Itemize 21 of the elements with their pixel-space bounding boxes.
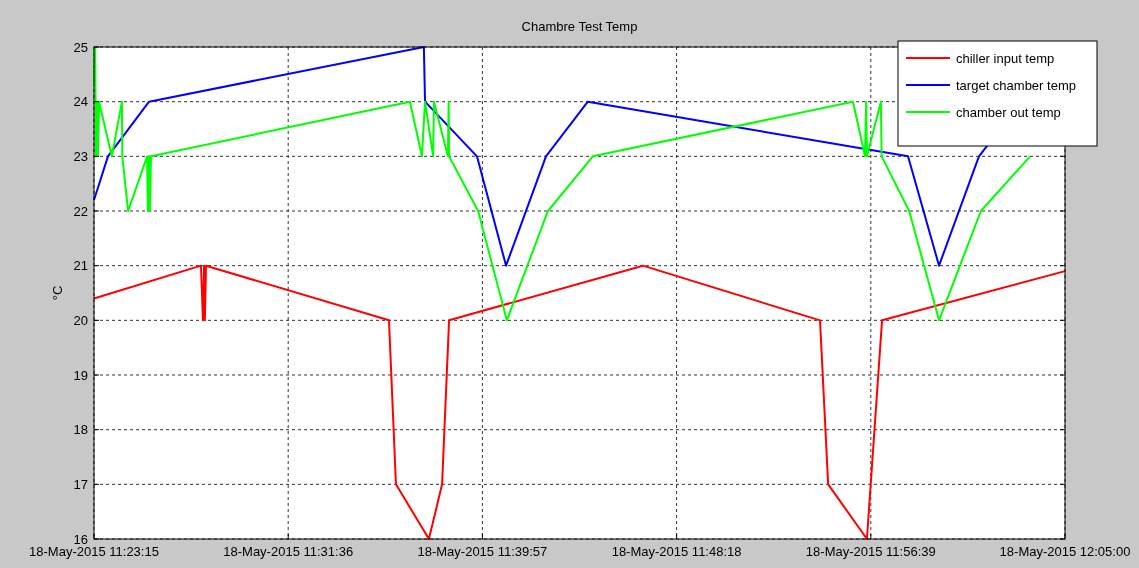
- y-tick-label: 18: [73, 422, 88, 438]
- chart-title: Chambre Test Temp: [521, 19, 638, 34]
- y-tick-label: 16: [73, 531, 88, 547]
- y-tick-label: 22: [73, 203, 88, 219]
- y-tick-label: 23: [73, 148, 88, 164]
- y-axis-title: °C: [50, 285, 65, 301]
- y-tick-label: 21: [73, 258, 88, 274]
- legend-label: chamber out temp: [956, 105, 1061, 120]
- x-tick-label: 18-May-2015 11:56:39: [805, 544, 936, 559]
- x-tick-label: 18-May-2015 11:48:18: [611, 544, 742, 559]
- y-tick-label: 25: [73, 39, 88, 55]
- x-tick-label: 18-May-2015 11:31:36: [223, 544, 354, 559]
- x-tick-label: 18-May-2015 11:23:15: [29, 544, 159, 559]
- y-tick-label: 17: [73, 476, 88, 492]
- y-tick-label: 20: [73, 312, 88, 328]
- legend-label: target chamber temp: [956, 78, 1076, 93]
- legend-label: chiller input temp: [956, 51, 1055, 66]
- x-tick-label: 18-May-2015 11:39:57: [417, 544, 548, 559]
- y-tick-label: 24: [73, 94, 88, 110]
- x-tick-label: 18-May-2015 12:05:00: [999, 544, 1131, 559]
- y-tick-label: 19: [73, 367, 88, 383]
